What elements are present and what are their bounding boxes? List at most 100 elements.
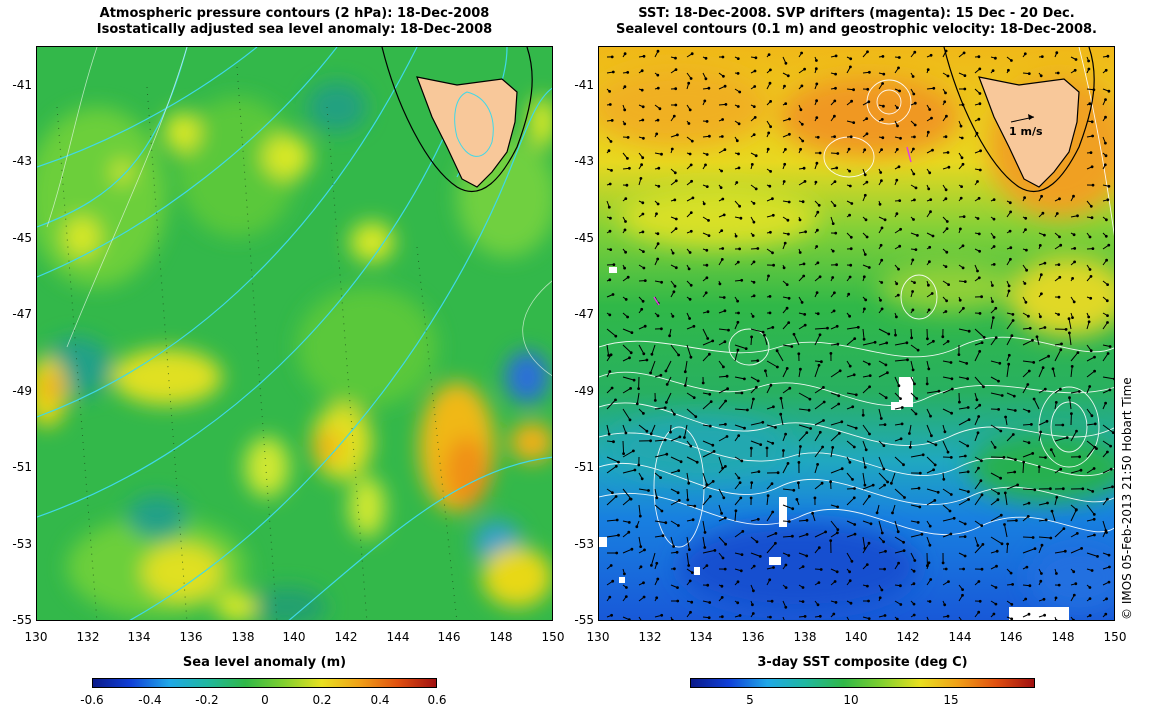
velocity-arrowhead: [801, 600, 805, 603]
velocity-arrowhead: [749, 496, 753, 500]
velocity-arrowhead: [752, 294, 756, 298]
velocity-arrowhead: [627, 521, 631, 524]
velocity-arrow: [814, 464, 819, 474]
velocity-arrowhead: [687, 267, 691, 271]
velocity-arrowhead: [829, 352, 833, 355]
velocity-arrowhead: [774, 532, 778, 535]
velocity-arrowhead: [642, 581, 645, 585]
velocity-arrowhead: [609, 248, 613, 252]
velocity-arrowhead: [609, 353, 613, 357]
velocity-arrowhead: [1027, 369, 1031, 373]
velocity-arrow: [750, 552, 761, 557]
velocity-arrow: [942, 504, 951, 512]
velocity-arrowhead: [608, 313, 612, 317]
velocity-arrow: [718, 388, 728, 394]
velocity-arrowhead: [709, 400, 713, 404]
velocity-arrowhead: [688, 297, 692, 301]
velocity-arrowhead: [879, 417, 883, 420]
velocity-arrowhead: [1033, 547, 1037, 551]
velocity-arrowhead: [995, 549, 999, 553]
lat-tick-43: -43: [12, 154, 32, 168]
velocity-arrowhead: [999, 513, 1003, 517]
velocity-arrowhead: [674, 179, 678, 183]
velocity-arrow: [862, 440, 867, 450]
velocity-arrowhead: [880, 226, 884, 230]
velocity-arrowhead: [814, 180, 818, 184]
velocity-arrowhead: [752, 133, 756, 136]
velocity-arrowhead: [1059, 348, 1063, 352]
velocity-arrowhead: [996, 498, 1000, 502]
velocity-arrowhead: [897, 561, 901, 565]
velocity-arrowhead: [642, 595, 646, 599]
sst-field: [599, 67, 1114, 612]
velocity-arrowhead: [750, 163, 754, 166]
velocity-arrowhead: [801, 586, 805, 589]
velocity-arrow: [1054, 528, 1065, 538]
velocity-arrowhead: [966, 377, 970, 381]
velocity-arrowhead: [803, 313, 807, 316]
velocity-arrowhead: [655, 212, 658, 216]
velocity-arrowhead: [720, 169, 723, 173]
velocity-arrowhead: [755, 385, 758, 389]
velocity-arrow: [1102, 468, 1112, 474]
velocity-arrow: [846, 497, 855, 506]
velocity-arrowhead: [785, 306, 789, 310]
velocity-arrowhead: [1033, 488, 1037, 492]
velocity-arrowhead: [896, 530, 900, 534]
sst-tick-15: 15: [943, 693, 959, 707]
velocity-arrow: [638, 616, 642, 620]
velocity-arrowhead: [836, 531, 839, 535]
velocity-arrowhead: [879, 243, 883, 247]
velocity-arrow: [926, 488, 939, 493]
velocity-arrow: [718, 328, 729, 331]
velocity-arrowhead: [705, 564, 709, 567]
velocity-arrow: [974, 351, 981, 362]
velocity-arrowhead: [1088, 385, 1092, 388]
sst-tick-10: 10: [843, 693, 859, 707]
velocity-arrowhead: [1031, 452, 1035, 455]
velocity-arrowhead: [788, 386, 792, 390]
velocity-arrowhead: [656, 257, 660, 261]
velocity-arrowhead: [899, 584, 902, 588]
velocity-arrowhead: [864, 218, 868, 222]
velocity-arrowhead: [883, 423, 887, 427]
velocity-arrowhead: [933, 499, 937, 502]
velocity-arrowhead: [992, 198, 996, 202]
velocity-arrowhead: [800, 301, 804, 304]
velocity-arrowhead: [834, 86, 837, 90]
velocity-arrowhead: [610, 169, 613, 172]
velocity-arrowhead: [994, 586, 998, 589]
velocity-arrowhead: [660, 613, 664, 617]
velocity-arrow: [670, 536, 675, 547]
velocity-arrowhead: [833, 135, 837, 138]
velocity-arrowhead: [612, 263, 616, 267]
velocity-arrowhead: [934, 443, 938, 447]
velocity-arrowhead: [1007, 353, 1011, 357]
velocity-arrowhead: [738, 90, 742, 94]
velocity-arrow: [910, 360, 914, 371]
velocity-arrowhead: [963, 87, 967, 91]
velocity-arrowhead: [1087, 59, 1091, 63]
velocity-arrowhead: [1090, 216, 1094, 220]
velocity-arrowhead: [946, 340, 950, 343]
velocity-arrowhead: [723, 309, 727, 313]
velocity-arrow: [780, 398, 784, 410]
velocity-arrowhead: [1105, 299, 1109, 303]
velocity-arrow: [1068, 332, 1072, 346]
velocity-arrow: [670, 456, 682, 463]
velocity-arrowhead: [820, 481, 824, 485]
velocity-arrow: [654, 504, 663, 512]
velocity-arrowhead: [960, 156, 964, 160]
velocity-arrowhead: [683, 370, 687, 374]
velocity-arrowhead: [640, 69, 644, 73]
velocity-arrowhead: [816, 312, 820, 316]
lon-tick-138: 138: [231, 630, 255, 644]
velocity-arrowhead: [992, 245, 996, 248]
velocity-arrowhead: [772, 566, 775, 569]
lon-tick-136-r: 136: [741, 630, 765, 644]
velocity-arrow: [958, 499, 969, 506]
velocity-arrowhead: [932, 86, 936, 90]
velocity-arrow: [974, 432, 979, 442]
velocity-arrowhead: [852, 88, 856, 92]
velocity-arrowhead: [1057, 263, 1061, 267]
